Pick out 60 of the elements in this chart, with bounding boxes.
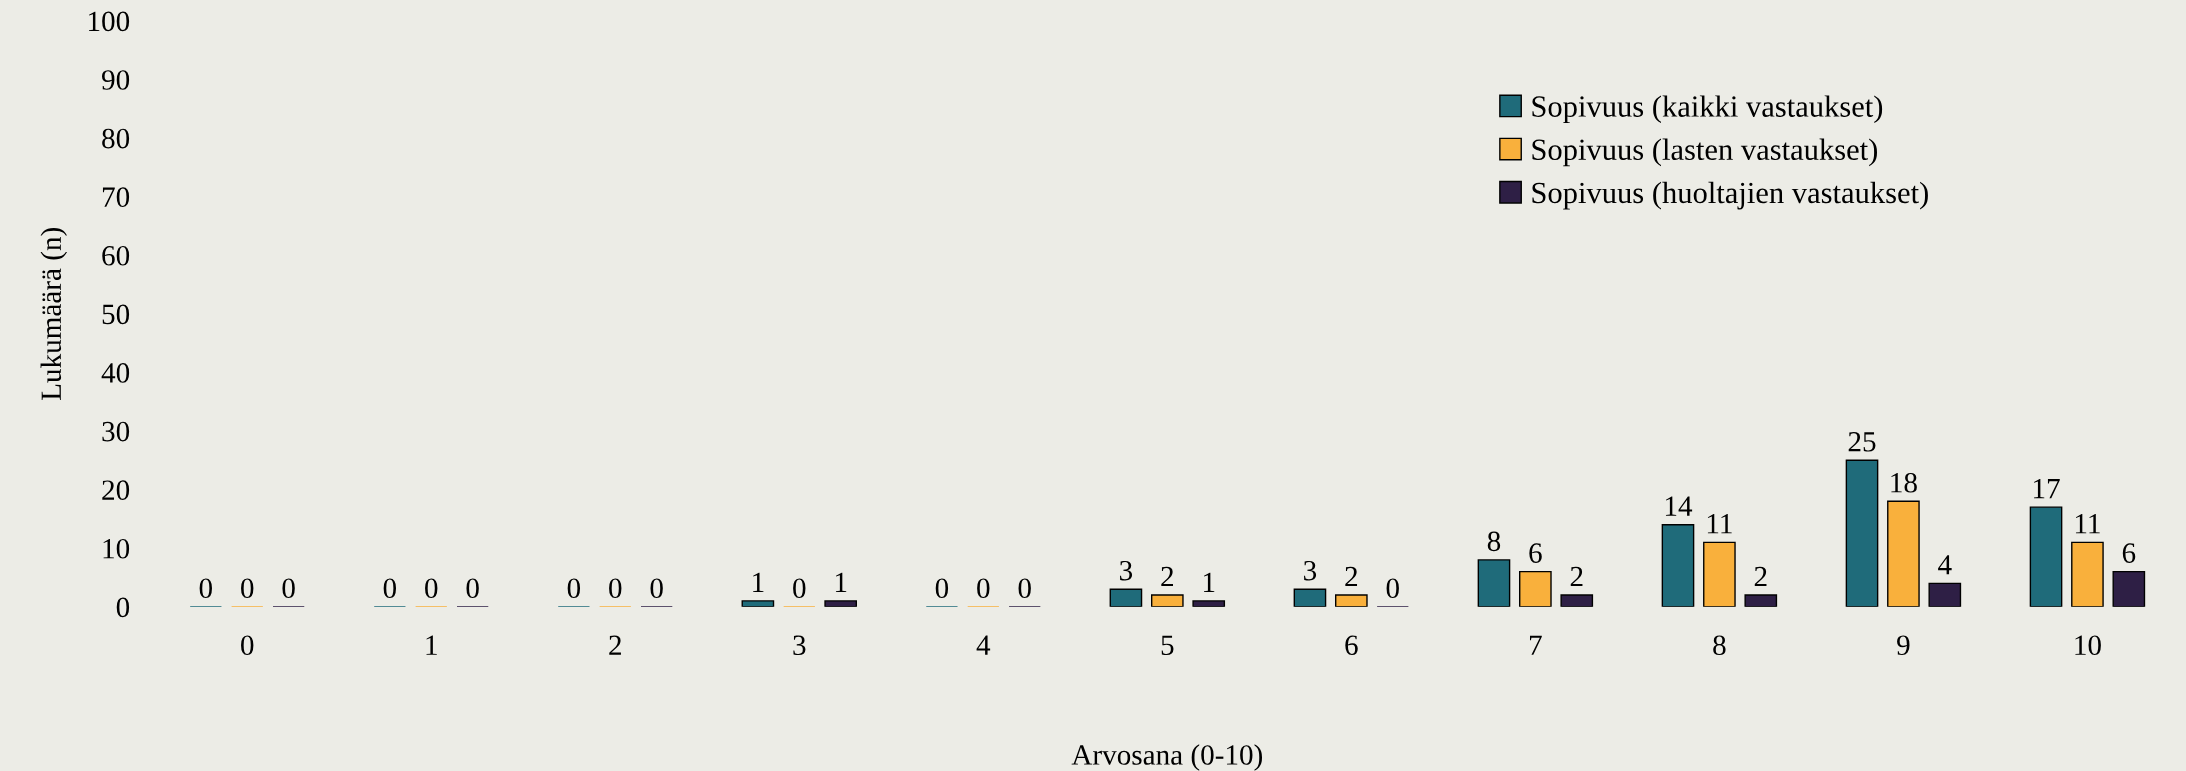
data-label: 0: [199, 578, 212, 599]
data-label: 18: [1891, 472, 1917, 493]
y-axis-title: Lukumäärä (n): [40, 228, 68, 401]
data-label: 2: [1345, 566, 1358, 587]
data-label: 11: [2075, 514, 2100, 534]
data-label: 2: [1570, 566, 1583, 587]
data-label: 1: [835, 572, 847, 592]
x-tick-label: 9: [1897, 635, 1910, 656]
y-tick-label: 0: [116, 597, 130, 618]
y-tick-label: 60: [102, 245, 130, 266]
data-label: 6: [2122, 543, 2136, 563]
data-label: 0: [609, 578, 622, 599]
legend-label: Sopivuus (lasten vastaukset): [1532, 138, 1878, 167]
y-tick-label: 80: [102, 128, 130, 149]
data-label: 2: [1754, 566, 1767, 587]
x-tick-label: 2: [609, 635, 621, 655]
data-label: 2: [1161, 566, 1174, 587]
y-tick-label: 90: [101, 70, 130, 90]
x-axis-title: Arvosana (0-10): [1071, 744, 1263, 771]
data-label: 0: [567, 578, 581, 599]
data-label: 4: [1938, 555, 1952, 575]
data-label: 11: [1707, 514, 1732, 534]
data-label: 1: [1204, 572, 1215, 592]
data-label: 0: [793, 578, 806, 599]
legend-label: Sopivuus (huoltajien vastaukset): [1532, 181, 1928, 210]
data-label: 0: [241, 578, 254, 599]
data-label: 3: [1304, 560, 1317, 581]
x-tick-label: 4: [976, 635, 991, 655]
data-label: 0: [650, 578, 663, 599]
data-label: 0: [1386, 578, 1399, 599]
legend-label: Sopivuus (kaikki vastaukset): [1532, 95, 1883, 124]
data-label: 0: [977, 578, 990, 599]
data-label: 3: [1120, 560, 1133, 581]
data-label: 0: [1018, 578, 1031, 599]
x-tick-label: 6: [1345, 635, 1358, 656]
y-tick-label: 70: [102, 187, 130, 208]
y-tick-label: 100: [89, 11, 130, 32]
data-label: 0: [466, 578, 479, 599]
y-tick-label: 30: [102, 421, 130, 442]
data-label: 0: [935, 578, 949, 599]
y-tick-label: 40: [101, 363, 130, 383]
x-tick-label: 8: [1713, 635, 1726, 656]
x-tick-label: 7: [1530, 635, 1542, 655]
data-label: 25: [1848, 431, 1876, 452]
data-label: 17: [2034, 478, 2060, 499]
data-label: 0: [425, 578, 438, 599]
x-tick-label: 3: [793, 635, 806, 656]
data-label: 0: [383, 578, 397, 599]
data-label: 6: [1529, 543, 1542, 563]
x-tick-label: 10: [2075, 635, 2101, 656]
data-label: 8: [1487, 531, 1501, 552]
x-tick-label: 0: [241, 635, 254, 656]
y-tick-label: 50: [102, 304, 130, 325]
x-tick-label: 1: [426, 635, 437, 655]
data-label: 14: [1665, 496, 1693, 516]
data-label: 1: [753, 572, 764, 592]
data-label: 0: [282, 578, 295, 599]
y-tick-label: 10: [103, 538, 130, 559]
y-tick-label: 20: [102, 480, 130, 500]
x-tick-label: 5: [1161, 635, 1174, 656]
